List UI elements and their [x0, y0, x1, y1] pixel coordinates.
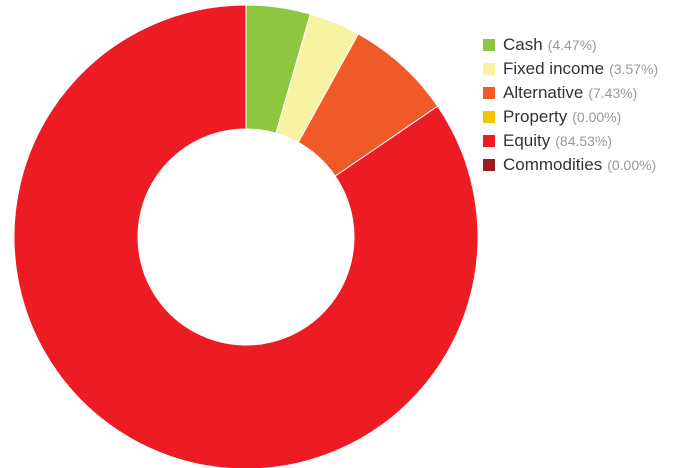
- legend-percent: (0.00%): [572, 109, 622, 125]
- legend-label: Cash: [503, 35, 543, 54]
- legend-swatch: [483, 87, 495, 99]
- legend-item-alternative[interactable]: Alternative (7.43%): [483, 81, 658, 105]
- legend-swatch: [483, 39, 495, 51]
- legend-swatch: [483, 111, 495, 123]
- donut-chart: [13, 4, 479, 468]
- legend-percent: (3.57%): [609, 61, 659, 77]
- slice-equity[interactable]: [13, 4, 479, 468]
- legend-label: Property: [503, 107, 568, 126]
- chart-legend: Cash (4.47%) Fixed income (3.57%) Alternativ…: [483, 33, 658, 177]
- legend-item-fixed-income[interactable]: Fixed income (3.57%): [483, 57, 658, 81]
- legend-item-equity[interactable]: Equity (84.53%): [483, 129, 658, 153]
- legend-label: Fixed income: [503, 59, 605, 78]
- legend-item-property[interactable]: Property (0.00%): [483, 105, 658, 129]
- legend-label: Alternative: [503, 83, 584, 102]
- legend-percent: (84.53%): [555, 133, 613, 149]
- legend-percent: (7.43%): [588, 85, 638, 101]
- legend-swatch: [483, 159, 495, 171]
- legend-label: Equity: [503, 131, 551, 150]
- legend-item-cash[interactable]: Cash (4.47%): [483, 33, 658, 57]
- legend-percent: (0.00%): [607, 157, 657, 173]
- legend-swatch: [483, 63, 495, 75]
- legend-item-commodities[interactable]: Commodities (0.00%): [483, 153, 658, 177]
- legend-label: Commodities: [503, 155, 603, 174]
- legend-percent: (4.47%): [547, 37, 597, 53]
- legend-swatch: [483, 135, 495, 147]
